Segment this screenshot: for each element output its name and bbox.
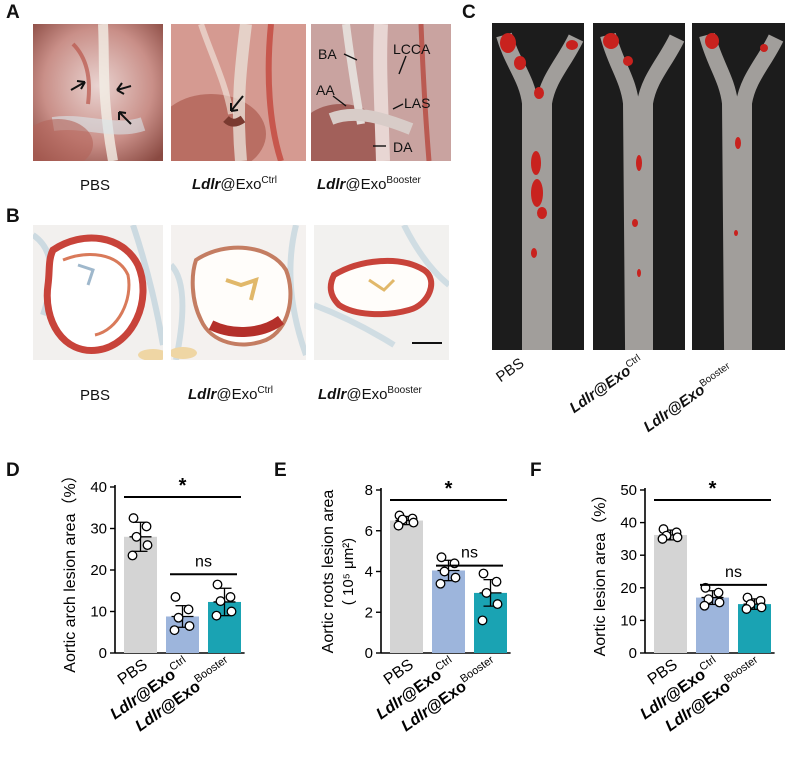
data-point: [714, 597, 725, 608]
data-point: [408, 517, 419, 528]
data-point: [212, 579, 223, 590]
annotation-da: DA: [393, 139, 413, 155]
caption-b-ctrl: Ldlr@ExoCtrl: [188, 385, 273, 403]
data-point: [225, 592, 236, 602]
data-point: [492, 599, 503, 610]
y-tick-label: 40: [620, 515, 637, 532]
data-point: [713, 587, 724, 598]
data-point: [211, 610, 222, 621]
panel-b-histology-pbs: [33, 225, 163, 360]
significance-ns: ns: [195, 553, 212, 570]
panel-a-photo-booster: [311, 24, 451, 161]
caption-b-booster: Ldlr@ExoBooster: [318, 385, 422, 403]
y-tick-label: 30: [620, 547, 637, 564]
panel-b-histology-ctrl: [171, 225, 306, 360]
significance-ns: ns: [461, 545, 478, 562]
data-point: [436, 552, 447, 563]
panel-b-histology-booster: [314, 225, 449, 360]
panel-label-d: D: [6, 460, 20, 481]
data-point: [169, 625, 180, 636]
significance-star: *: [445, 478, 453, 500]
data-point: [226, 606, 237, 617]
data-point: [657, 533, 668, 544]
y-tick-label: 20: [90, 562, 107, 579]
panel-label-c: C: [462, 2, 476, 23]
y-tick-label: 6: [365, 523, 373, 540]
y-axis-label-unit: ( 10⁵ μm²): [340, 538, 357, 605]
y-tick-label: 0: [365, 645, 373, 662]
panel-c-aorta-booster: [692, 23, 785, 350]
data-point: [170, 592, 181, 602]
annotation-aa: AA: [316, 82, 335, 98]
panel-label-a: A: [6, 2, 20, 23]
panel-label-f: F: [530, 460, 542, 481]
data-point: [142, 540, 153, 551]
y-tick-label: 4: [365, 564, 373, 581]
data-point: [435, 578, 446, 589]
caption-a-pbs: PBS: [80, 177, 111, 194]
y-tick-label: 0: [629, 645, 637, 662]
data-point: [141, 521, 152, 532]
y-tick-label: 8: [365, 482, 373, 499]
data-point: [128, 513, 139, 524]
data-point: [173, 612, 184, 623]
panel-label-e: E: [274, 460, 287, 481]
data-point: [393, 520, 404, 531]
bar: [654, 534, 687, 653]
data-point: [439, 566, 450, 577]
data-point: [184, 621, 195, 631]
annotation-ba: BA: [318, 46, 337, 62]
panel-a-photo-pbs: [33, 24, 163, 161]
y-axis-label: Aortic lesion area（%）: [591, 487, 609, 657]
y-tick-label: 50: [620, 482, 637, 499]
annotation-lcca: LCCA: [393, 41, 431, 57]
y-tick-label: 10: [90, 604, 107, 621]
significance-star: *: [179, 475, 187, 497]
caption-a-ctrl: Ldlr@ExoCtrl: [192, 175, 277, 193]
caption-c-booster: Ldlr@ExoBooster: [640, 360, 733, 436]
caption-c-ctrl: Ldlr@ExoCtrl: [566, 352, 643, 417]
panel-c-aorta-pbs: [492, 23, 584, 350]
y-tick-label: 2: [365, 604, 373, 621]
data-point: [699, 600, 710, 611]
data-point: [491, 576, 502, 587]
caption-a-booster: Ldlr@ExoBooster: [317, 175, 421, 193]
caption-b-pbs: PBS: [80, 387, 111, 404]
bar: [390, 520, 423, 653]
data-point: [478, 568, 489, 579]
y-tick-label: 30: [90, 521, 107, 538]
y-tick-label: 0: [99, 645, 107, 662]
significance-ns: ns: [725, 564, 742, 581]
data-point: [183, 604, 194, 615]
data-point: [127, 550, 138, 561]
data-point: [131, 531, 142, 542]
y-tick-label: 20: [620, 580, 637, 597]
data-point: [741, 604, 752, 614]
y-tick-label: 10: [620, 612, 637, 629]
annotation-las: LAS: [404, 95, 431, 111]
y-axis-label: Aortic arch lesion area（%）: [61, 467, 79, 672]
panel-a-photo-ctrl: [171, 24, 306, 161]
y-axis-label: Aortic roots lesion area: [320, 490, 337, 654]
y-tick-label: 40: [90, 479, 107, 496]
panel-c-aorta-ctrl: [593, 23, 685, 350]
data-point: [450, 572, 461, 583]
data-point: [215, 596, 226, 607]
caption-c-pbs: PBS: [493, 354, 528, 386]
data-point: [756, 602, 767, 613]
data-point: [672, 532, 683, 543]
data-point: [481, 587, 492, 598]
panel-label-b: B: [6, 206, 20, 227]
significance-star: *: [709, 478, 717, 500]
data-point: [477, 615, 488, 626]
